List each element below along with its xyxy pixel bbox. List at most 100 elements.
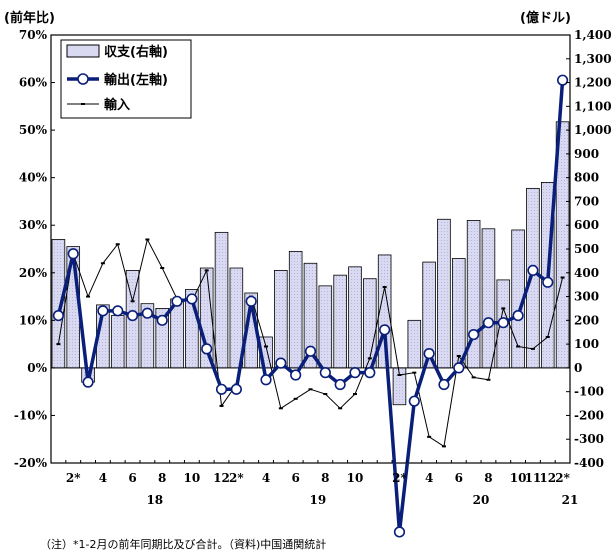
legend: 収支(右軸) 輸出(左軸) 輸入 [60,39,192,119]
right-tick-label: 1,000 [574,123,612,137]
x-tick-label: 6 [291,471,299,485]
x-tick-label: 10 [347,471,364,485]
import-point [323,393,328,396]
left-tick-label: 10% [19,313,48,327]
balance-bar [452,258,466,369]
x-tick-label: 8 [158,471,166,485]
import-point [219,404,224,407]
right-tick-label: 800 [574,171,599,185]
legend-label-balance: 収支(右軸) [104,44,168,60]
import-point [308,388,313,391]
legend-label-export: 輸出(左軸) [104,72,168,88]
export-point [482,317,495,329]
x-tick-label: 6 [455,471,463,485]
export-point [304,345,317,357]
left-axis-unit: (前年比) [4,10,55,26]
right-tick-label: 0 [574,361,582,375]
export-point [97,305,109,317]
series-lines [52,74,569,538]
x-tick-label: 2* [555,471,570,485]
import-point [516,345,521,348]
export-point [319,367,331,379]
x-tick-label: 6 [128,471,136,485]
balance-bar [437,218,451,369]
import-point [86,295,91,298]
right-tick-label: 100 [574,337,599,351]
export-point [453,362,465,374]
export-point [556,74,569,86]
left-axis: -20% -10% 0% 10% 20% 30% 40% 50% 60% 70% [14,28,55,470]
import-point [130,300,135,303]
import-point [501,307,506,310]
export-point [408,395,420,407]
import-point [160,267,165,270]
x-tick-label: 8 [321,471,329,485]
x-year-label: 18 [146,493,163,507]
balance-bar [274,269,288,369]
export-point [171,295,183,307]
export-point [230,383,242,395]
export-point [201,343,213,355]
export-point [290,369,302,381]
import-point [382,286,387,289]
left-tick-label: 20% [19,266,48,280]
left-tick-label: 70% [19,28,48,42]
export-point [349,367,361,379]
right-tick-label: 400 [574,266,599,280]
import-point [471,376,476,379]
balance-bar [348,266,362,369]
import-point [278,407,283,410]
left-tick-label: -10% [14,408,48,422]
balance-bar [110,315,125,369]
left-tick-label: 0% [27,361,47,375]
export-point [468,329,480,341]
left-tick-label: 30% [19,218,48,232]
footnote: （注）*1-2月の前年同期比及び合計。（資料)中国通関統計 [40,537,326,551]
balance-bar [214,231,229,369]
export-point [364,367,376,379]
export-point [141,307,153,319]
x-tick-label: 4 [99,471,107,485]
export-point [215,383,228,395]
right-axis-unit: (億ドル) [520,10,571,26]
right-tick-label: -100 [574,385,604,399]
import-point [293,397,298,400]
import-point [545,335,550,338]
import-point [456,355,461,357]
balance-bar [318,285,333,369]
x-tick-label: 4 [425,471,433,485]
import-point [100,262,105,265]
export-point [52,309,65,322]
left-tick-label: 60% [19,76,48,90]
export-point [497,317,509,329]
left-tick-label: 50% [19,123,48,137]
right-tick-label: -400 [574,456,604,470]
left-tick-label: 40% [19,171,48,185]
balance-bar [333,274,347,369]
x-year-label: 21 [562,493,579,507]
left-tick-label: -20% [14,456,48,470]
x-tick-label: 8 [484,471,492,485]
import-point [560,276,565,279]
import-point [530,347,535,350]
legend-swatch-balance [66,44,100,58]
x-year-label: 19 [310,493,327,507]
x-tick-label: 2* [66,471,81,485]
right-tick-label: 1,400 [574,28,612,42]
export-point [393,526,406,538]
export-point [126,309,139,322]
import-point [264,345,269,348]
right-axis: -400 -300 -200 -100 0 100 200 300 400 500 600 700 80… [566,28,612,470]
right-tick-label: 600 [574,218,599,232]
balance-bar [288,250,303,369]
import-point [115,243,120,246]
right-tick-label: 1,100 [574,99,612,113]
export-point [423,348,435,360]
import-point [352,393,357,396]
export-point [245,295,257,307]
import-point [145,238,150,241]
legend-label-import: 輸入 [104,97,130,113]
import-point [427,435,432,438]
